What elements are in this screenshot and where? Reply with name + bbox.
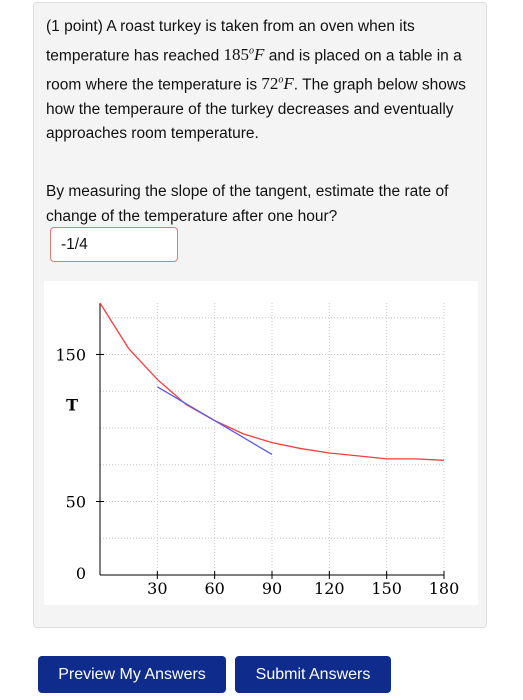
y-axis-label: T bbox=[66, 395, 78, 414]
points-label: (1 point) bbox=[46, 18, 103, 35]
oven-temperature: 185oF bbox=[223, 45, 265, 65]
x-tick-label: 150 bbox=[371, 579, 402, 598]
room-temperature: 72oF bbox=[261, 74, 294, 94]
graph: 30 60 90 120 150 180 0 50 150 T bbox=[44, 281, 478, 605]
y-tick-label: 0 bbox=[76, 564, 86, 583]
preview-answers-button[interactable]: Preview My Answers bbox=[38, 656, 226, 693]
x-tick-label: 180 bbox=[429, 579, 460, 598]
series-line-temperature bbox=[99, 302, 445, 461]
series-line-tangent bbox=[157, 386, 273, 455]
y-tick-label: 50 bbox=[66, 492, 86, 511]
problem-card: (1 point) A roast turkey is taken from a… bbox=[33, 2, 487, 628]
x-tick-label: 60 bbox=[204, 579, 224, 598]
temperature-graph: 30 60 90 120 150 180 0 50 150 T bbox=[55, 302, 460, 598]
problem-text-1: A roast turkey is taken from an oven whe… bbox=[46, 18, 415, 65]
problem-text-3: . The graph below shows how the temperau… bbox=[46, 76, 466, 143]
y-tick-label: 150 bbox=[55, 345, 86, 364]
problem-text-2: and is placed on a table in a room where… bbox=[46, 47, 462, 94]
x-tick-label: 30 bbox=[147, 579, 167, 598]
question-text: By measuring the slope of the tangent, e… bbox=[46, 183, 449, 225]
submit-answers-button[interactable]: Submit Answers bbox=[235, 656, 391, 693]
problem-text: (1 point) A roast turkey is taken from a… bbox=[46, 15, 482, 147]
answer-input[interactable] bbox=[50, 227, 178, 262]
x-tick-label: 90 bbox=[262, 579, 282, 598]
x-tick-label: 120 bbox=[314, 579, 345, 598]
